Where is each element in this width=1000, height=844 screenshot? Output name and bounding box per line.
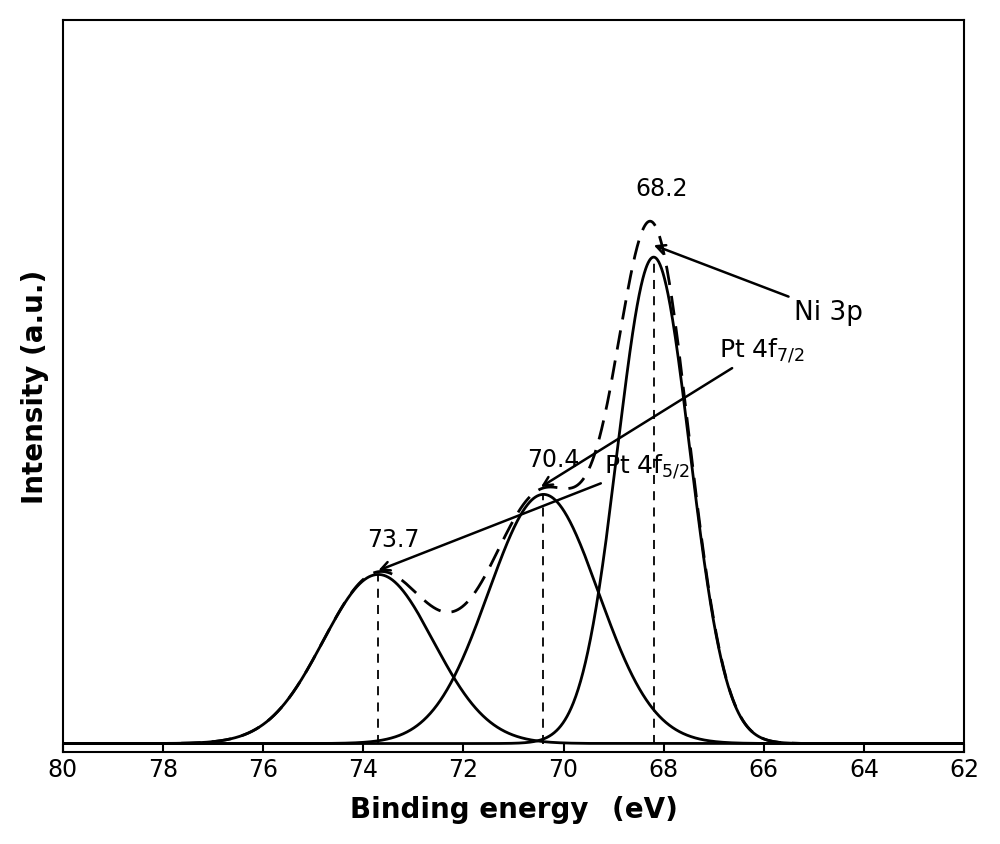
Text: 70.4: 70.4 [527, 447, 580, 471]
Text: Pt 4f$_{7/2}$: Pt 4f$_{7/2}$ [543, 337, 804, 486]
X-axis label: Binding energy  (eV): Binding energy (eV) [350, 795, 677, 823]
Text: Ni 3p: Ni 3p [656, 246, 863, 326]
Y-axis label: Intensity (a.u.): Intensity (a.u.) [21, 270, 49, 504]
Text: 73.7: 73.7 [367, 528, 419, 551]
Text: 68.2: 68.2 [635, 176, 687, 200]
Text: Pt 4f$_{5/2}$: Pt 4f$_{5/2}$ [381, 452, 689, 571]
